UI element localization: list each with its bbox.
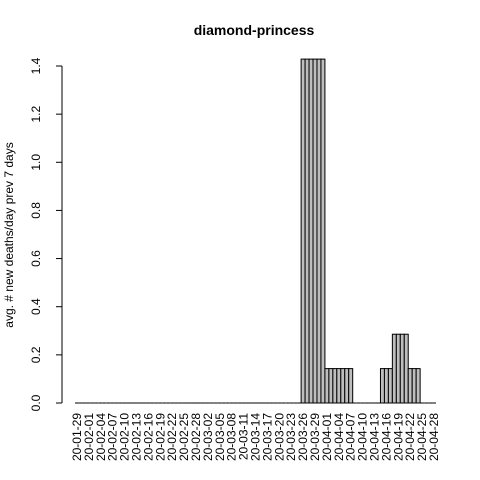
x-tick-label: 20-02-16 bbox=[141, 413, 155, 461]
bar bbox=[415, 368, 421, 404]
bar bbox=[308, 58, 314, 404]
x-tick-label: 20-03-23 bbox=[284, 413, 298, 461]
y-axis: 0.0 0.2 0.4 0.6 0.8 1.0 1.2 1.4 bbox=[29, 57, 63, 411]
bar bbox=[383, 368, 389, 404]
x-tick-label: 20-02-19 bbox=[153, 413, 167, 461]
x-tick-label: 20-03-29 bbox=[308, 413, 322, 461]
x-tick-label: 20-02-22 bbox=[165, 413, 179, 461]
x-tick-label: 20-03-26 bbox=[296, 413, 310, 461]
x-tick-label: 20-02-01 bbox=[82, 413, 96, 461]
y-tick-label: 0.0 bbox=[29, 394, 43, 411]
bar bbox=[312, 58, 318, 404]
x-tick-label: 20-03-02 bbox=[201, 413, 215, 461]
x-tick-label: 20-02-10 bbox=[118, 413, 132, 461]
y-tick-label: 1.4 bbox=[29, 57, 43, 74]
x-tick-label: 20-04-25 bbox=[415, 413, 429, 461]
bar bbox=[304, 58, 310, 404]
x-tick-label: 20-03-05 bbox=[213, 413, 227, 461]
y-tick-label: 0.2 bbox=[29, 346, 43, 363]
x-tick-label: 20-02-25 bbox=[177, 413, 191, 461]
x-tick-label: 20-04-19 bbox=[391, 413, 405, 461]
chart-title: diamond-princess bbox=[194, 22, 315, 38]
y-tick-label: 0.6 bbox=[29, 250, 43, 267]
x-tick-label: 20-03-17 bbox=[260, 413, 274, 461]
y-tick-label: 1.2 bbox=[29, 105, 43, 122]
bar bbox=[411, 368, 417, 404]
x-axis: 20-01-2920-02-0120-02-0420-02-0720-02-10… bbox=[70, 413, 441, 461]
bar bbox=[344, 368, 350, 404]
x-tick-label: 20-04-04 bbox=[332, 413, 346, 461]
bar bbox=[379, 368, 385, 404]
bar bbox=[391, 333, 397, 404]
x-tick-label: 20-03-11 bbox=[237, 413, 251, 460]
x-tick-label: 20-04-13 bbox=[368, 413, 382, 461]
y-tick-label: 0.8 bbox=[29, 202, 43, 219]
bar bbox=[387, 368, 393, 404]
bar bbox=[332, 368, 338, 404]
bar bbox=[395, 333, 401, 404]
bar bbox=[403, 333, 409, 404]
bars bbox=[75, 58, 436, 404]
bar bbox=[328, 368, 334, 404]
x-tick-label: 20-03-08 bbox=[225, 413, 239, 461]
y-tick-label: 0.4 bbox=[29, 298, 43, 315]
x-tick-label: 20-02-04 bbox=[94, 413, 108, 461]
x-tick-label: 20-03-14 bbox=[249, 413, 263, 461]
y-axis-label: avg. # new deaths/day prev 7 days bbox=[2, 142, 16, 327]
bar bbox=[399, 333, 405, 404]
bar bbox=[300, 58, 306, 404]
x-tick-label: 20-03-20 bbox=[272, 413, 286, 461]
bar bbox=[320, 58, 326, 404]
x-tick-label: 20-04-01 bbox=[320, 413, 334, 461]
y-tick-label: 1.0 bbox=[29, 154, 43, 171]
bar bbox=[407, 368, 413, 404]
x-tick-label: 20-04-16 bbox=[379, 413, 393, 461]
x-tick-label: 20-02-13 bbox=[129, 413, 143, 461]
x-tick-label: 20-04-07 bbox=[344, 413, 358, 461]
x-tick-label: 20-02-28 bbox=[189, 413, 203, 461]
bar bbox=[324, 368, 330, 404]
bar bbox=[340, 368, 346, 404]
x-tick-label: 20-04-10 bbox=[356, 413, 370, 461]
bar bbox=[348, 368, 354, 404]
x-tick-label: 20-01-29 bbox=[70, 413, 84, 461]
bar bbox=[336, 368, 342, 404]
bar bbox=[316, 58, 322, 404]
x-tick-label: 20-02-07 bbox=[106, 413, 120, 461]
x-tick-label: 20-04-28 bbox=[427, 413, 441, 461]
x-tick-label: 20-04-22 bbox=[403, 413, 417, 461]
